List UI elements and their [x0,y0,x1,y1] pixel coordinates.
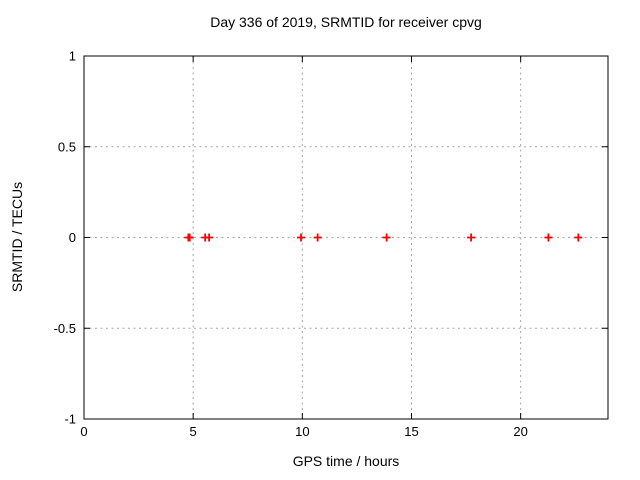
data-point-marker [313,233,322,242]
data-point-marker [185,233,194,242]
y-tick-label: 0 [69,230,76,245]
x-tick-label: 0 [80,424,87,439]
data-point-marker [382,233,391,242]
x-tick-label: 20 [513,424,527,439]
data-point-marker [574,233,583,242]
y-tick-label: 0.5 [58,139,76,154]
data-point-marker [467,233,476,242]
data-point-marker [544,233,553,242]
chart-title: Day 336 of 2019, SRMTID for receiver cpv… [210,14,482,30]
x-tick-label: 5 [190,424,197,439]
x-tick-label: 10 [295,424,309,439]
data-point-marker [297,233,306,242]
y-tick-label: -1 [64,412,76,427]
y-tick-label: 1 [69,49,76,64]
data-point-marker [205,233,214,242]
y-tick-label: -0.5 [54,321,76,336]
x-axis-label: GPS time / hours [292,453,400,469]
x-tick-label: 15 [404,424,418,439]
